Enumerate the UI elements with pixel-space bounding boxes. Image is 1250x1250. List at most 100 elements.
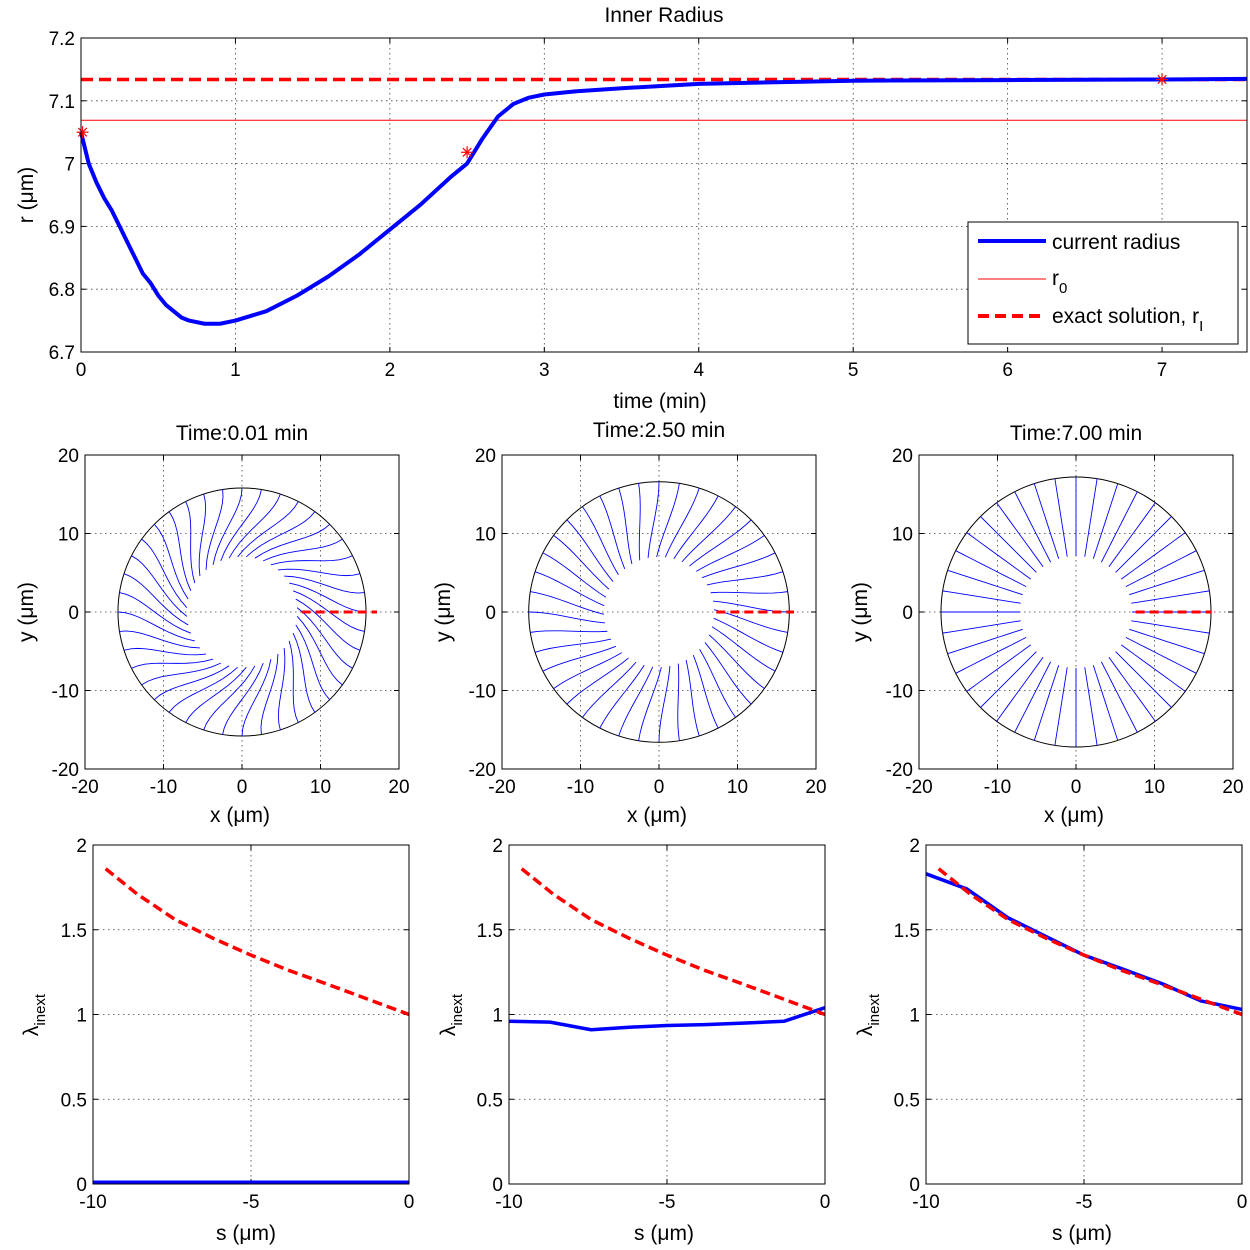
snap2-fiber [656,483,680,558]
snap1-fiber [288,640,299,723]
snap2-fiber [566,519,614,582]
lam2-xtick-label: 0 [820,1192,831,1213]
snap3-fiber [980,516,1037,573]
lam2-ylabel-base: λ [437,1025,460,1036]
lam1-ytick-label: 0.5 [61,1090,87,1111]
snap2-fiber [553,652,622,689]
lam2-xlabel: s (μm) [634,1222,694,1245]
snap3-ytick-label: -20 [886,760,913,781]
lam1-ytick-label: 2 [76,836,87,857]
lam2-plot-area: -10 -5 0 0 0.5 1 1.5 2 [477,836,831,1213]
snap2-ytick-label: -10 [469,682,496,703]
snap3-xtick-label: 0 [1071,777,1082,798]
snap3-xtick-label: -20 [905,777,932,798]
snap3-fiber [1125,550,1197,587]
snap2-fiber [528,611,606,624]
radius-xtick-label: 0 [76,360,87,381]
lam1-ytick-label: 0 [76,1175,87,1196]
snap2-xtick-label: -10 [567,777,594,798]
snap2-fiber [710,591,788,594]
radius-xtick-label: 1 [230,360,241,381]
snap1-fiber [295,624,331,700]
snap2-fiber [706,571,784,586]
lam1-xtick-label: -5 [243,1192,260,1213]
snap3-fiber [947,628,1023,655]
snapshot-marker [1156,73,1169,86]
snap1-fiber [131,555,188,617]
snap2-fiber [599,495,626,570]
snap1-ytick-label: 10 [58,525,79,546]
snap1-fiber [228,493,281,559]
legend-exact-sub: I [1199,318,1203,335]
lam2-ytick-label: 0 [492,1175,503,1196]
snap1-fiber [284,575,365,594]
panel-lambda-2: -10 -5 0 0 0.5 1 1.5 2 s (μm) λinext [437,836,830,1245]
panel-snapshot-1: -20 -10 0 10 20 -20 -10 0 10 20 Time:0.01 min x (… [15,422,410,827]
snap1-fiber [123,647,207,656]
radius-xtick-label: 7 [1157,360,1168,381]
snap2-fiber [658,665,671,743]
lam3-axes-box [925,844,1243,1185]
snap2-fiber [530,630,608,633]
snapshot-marker [76,126,89,139]
snap1-fiber [270,555,353,566]
snap1-fiber [246,511,316,558]
snap2-fiber [673,495,719,560]
snap3-fiber [1121,532,1186,580]
snap1-fiber [237,501,299,558]
lam3-ytick-label: 1 [909,1006,920,1027]
panel-snapshot-3: -20 -10 0 10 20 -20 -10 0 10 20 Time:7.00 min x (… [849,422,1244,827]
snap2-fiber [664,487,700,558]
snap2-fiber [708,634,765,689]
snap3-fiber [996,657,1044,722]
snap1-fiber [141,662,222,686]
lam2-lambda-line [508,1006,826,1032]
snap1-fiber [203,665,256,731]
snap1-fiber [262,538,343,562]
lam3-plot-area: -10 -5 0 0 0.5 1 1.5 2 [894,836,1248,1213]
snap1-fiber [289,582,367,613]
lam2-exact-line [520,867,826,1017]
snap2-fiber [712,600,790,613]
snap1-fiber [117,611,195,642]
snap2-plot-area: -20 -10 0 10 20 -20 -10 0 10 20 [469,446,827,798]
snap2-xtick-label: 20 [805,777,826,798]
snap1-ylabel: y (μm) [15,582,38,642]
snap3-fiber [1115,516,1172,573]
snap3-fiber [947,569,1023,596]
snap3-fiber [1101,661,1138,733]
snap3-xtick-label: 10 [1144,777,1165,798]
snap1-fiber [277,568,361,577]
snap2-fiber [638,666,662,741]
snap2-ytick-label: 20 [475,446,496,467]
snap3-fiber [1033,483,1060,559]
lam3-ytick-label: 0 [909,1175,920,1196]
lam2-ytick-label: 1.5 [477,921,503,942]
radius-ytick-label: 7 [64,155,75,176]
radius-ytick-label: 6.8 [49,280,75,301]
snap3-fiber [980,651,1037,708]
snap1-xtick-label: 0 [237,777,248,798]
snap3-fiber [1054,667,1068,746]
snapshot-marker [461,146,474,159]
lam1-xtick-label: 0 [404,1192,415,1213]
snap2-fiber [699,649,736,718]
snap1-ytick-label: -20 [52,760,79,781]
snap1-xtick-label: 10 [310,777,331,798]
snap2-fiber [713,609,788,633]
radius-xtick-label: 2 [385,360,396,381]
snap3-fiber [942,590,1021,604]
snap3-fiber [996,502,1044,567]
lam3-xtick-label: 0 [1237,1192,1248,1213]
lam1-ylabel-base: λ [20,1025,43,1036]
panel-lambda-3: -10 -5 0 0 0.5 1 1.5 2 s (μm) λinext [854,836,1247,1245]
lam2-xtick-label: -5 [659,1192,676,1213]
snap2-fiber [677,663,680,741]
snap1-fiber [168,511,192,592]
snap2-fiber [530,591,605,615]
radius-title: Inner Radius [604,4,723,27]
snap2-xtick-label: -20 [488,777,515,798]
lam3-exact-line [937,867,1243,1017]
